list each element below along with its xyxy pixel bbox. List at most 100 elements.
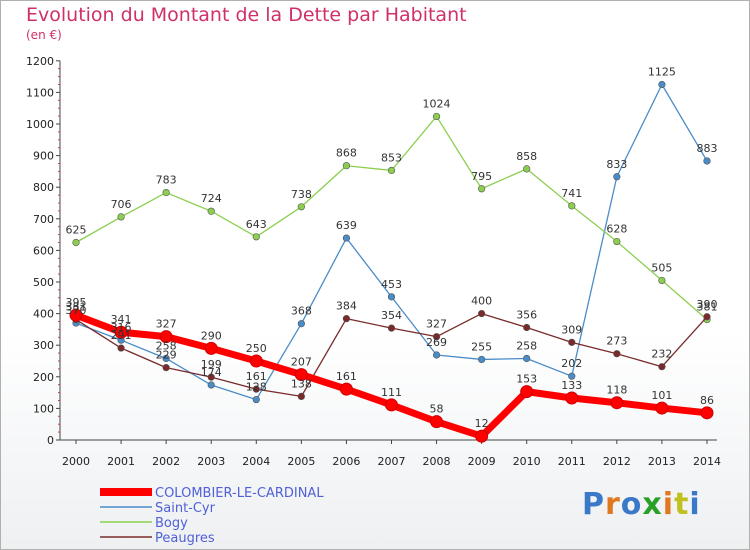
series-point-0 [384, 398, 398, 412]
data-label-3: 390 [696, 298, 717, 311]
data-label-2: 741 [561, 187, 582, 200]
data-label-1: 269 [426, 336, 447, 349]
series-point-1 [207, 381, 215, 389]
series-point-0 [610, 396, 624, 410]
series-point-2 [613, 237, 621, 246]
series-point-0 [204, 341, 218, 355]
data-label-2: 628 [606, 223, 627, 236]
series-point-2 [342, 162, 351, 170]
data-label-0: 111 [381, 386, 402, 399]
x-tick-label: 2002 [152, 455, 180, 468]
x-tick-label: 2001 [107, 455, 135, 468]
series-point-0 [114, 325, 128, 339]
x-tick-label: 2010 [513, 455, 541, 468]
data-label-0: 153 [516, 373, 537, 386]
series-point-3 [252, 385, 260, 393]
x-tick-label: 2012 [603, 455, 631, 468]
data-label-2: 643 [246, 218, 267, 231]
data-label-0: 207 [291, 356, 312, 369]
x-tick-label: 2011 [558, 455, 586, 468]
data-label-1: 202 [561, 357, 582, 370]
series-point-0 [294, 368, 308, 382]
series-point-1 [703, 157, 711, 165]
logo-letter: i [689, 487, 701, 522]
data-label-3: 229 [156, 349, 177, 362]
x-tick-label: 2007 [377, 455, 405, 468]
y-tick-label: 1200 [26, 55, 54, 68]
data-label-3: 199 [201, 358, 222, 371]
series-point-0 [69, 308, 83, 322]
data-label-1: 174 [201, 366, 222, 379]
chart-title: Evolution du Montant de la Dette par Hab… [26, 4, 467, 26]
series-point-3 [478, 310, 486, 318]
series-point-0 [249, 354, 263, 368]
series-point-3 [523, 323, 531, 332]
x-tick-label: 2004 [242, 455, 270, 468]
data-label-0: 250 [246, 342, 267, 355]
data-label-2: 783 [156, 174, 177, 187]
data-label-3: 400 [471, 295, 492, 308]
series-point-3 [297, 392, 305, 400]
y-tick-label: 800 [33, 181, 54, 194]
series-point-1 [162, 354, 170, 363]
data-labels-layer: 370 316 258 174 128 368 639 453 269 255 258 202 833 1… [66, 66, 718, 431]
x-tick-label: 2006 [332, 455, 360, 468]
series-point-1 [658, 80, 666, 89]
series-point-1 [523, 354, 531, 363]
logo-letter: i [662, 487, 675, 522]
data-label-2: 868 [336, 147, 357, 160]
series-point-2 [252, 233, 260, 241]
proxiti-logo: Proxiti [582, 487, 701, 522]
y-tick-label: 200 [33, 371, 54, 384]
y-tick-label: 400 [33, 308, 54, 321]
series-point-2 [478, 185, 486, 193]
data-label-1: 639 [336, 219, 357, 232]
data-label-2: 858 [516, 150, 537, 163]
series-point-2 [523, 165, 531, 173]
data-label-0: 161 [336, 370, 357, 383]
legend-label: COLOMBIER-LE-CARDINAL [155, 486, 324, 501]
x-tick-label: 2013 [648, 455, 676, 468]
series-point-3 [207, 373, 215, 381]
data-label-0: 86 [700, 394, 714, 407]
data-label-1: 258 [516, 339, 537, 352]
data-label-3: 273 [606, 335, 627, 348]
series-point-3 [117, 344, 125, 352]
y-tick-label: 0 [47, 434, 54, 447]
series-point-0 [565, 391, 579, 405]
y-tick-label: 1000 [26, 118, 54, 131]
y-tick-label: 900 [33, 150, 54, 163]
series-point-1 [342, 234, 351, 242]
data-label-0: 12 [475, 417, 489, 430]
data-label-0: 118 [606, 384, 627, 397]
x-tick-label: 2005 [287, 455, 315, 468]
data-label-3: 309 [561, 323, 582, 336]
y-tick-label: 1100 [26, 86, 54, 99]
series-point-2 [387, 166, 396, 175]
data-label-0: 290 [201, 329, 222, 342]
data-label-3: 354 [381, 309, 402, 322]
series-point-1 [432, 351, 441, 359]
y-tick-label: 700 [33, 213, 54, 226]
x-tick-label: 2000 [62, 455, 90, 468]
data-label-1: 128 [246, 381, 267, 394]
data-label-3: 161 [246, 370, 267, 383]
axes: 0 100 200 300 400 500 600 700 800 900 1000 1100 1200… [26, 55, 721, 468]
series-point-3 [703, 313, 711, 321]
data-label-2: 853 [381, 151, 402, 164]
series-point-1 [478, 355, 486, 364]
data-label-3: 381 [66, 301, 87, 314]
series-point-2 [207, 207, 215, 215]
series-point-1 [613, 173, 621, 181]
legend: COLOMBIER-LE-CARDINALSaint-CyrBogyPeaugr… [100, 486, 324, 546]
series-point-3 [162, 364, 170, 372]
data-label-2: 1024 [423, 97, 451, 110]
series-point-3 [568, 338, 576, 346]
series-point-1 [568, 372, 576, 380]
series-point-3 [342, 315, 351, 323]
series-point-1 [252, 395, 260, 404]
series-point-2 [72, 238, 80, 247]
data-label-0: 58 [430, 403, 444, 416]
logo-letter: x [642, 487, 663, 522]
